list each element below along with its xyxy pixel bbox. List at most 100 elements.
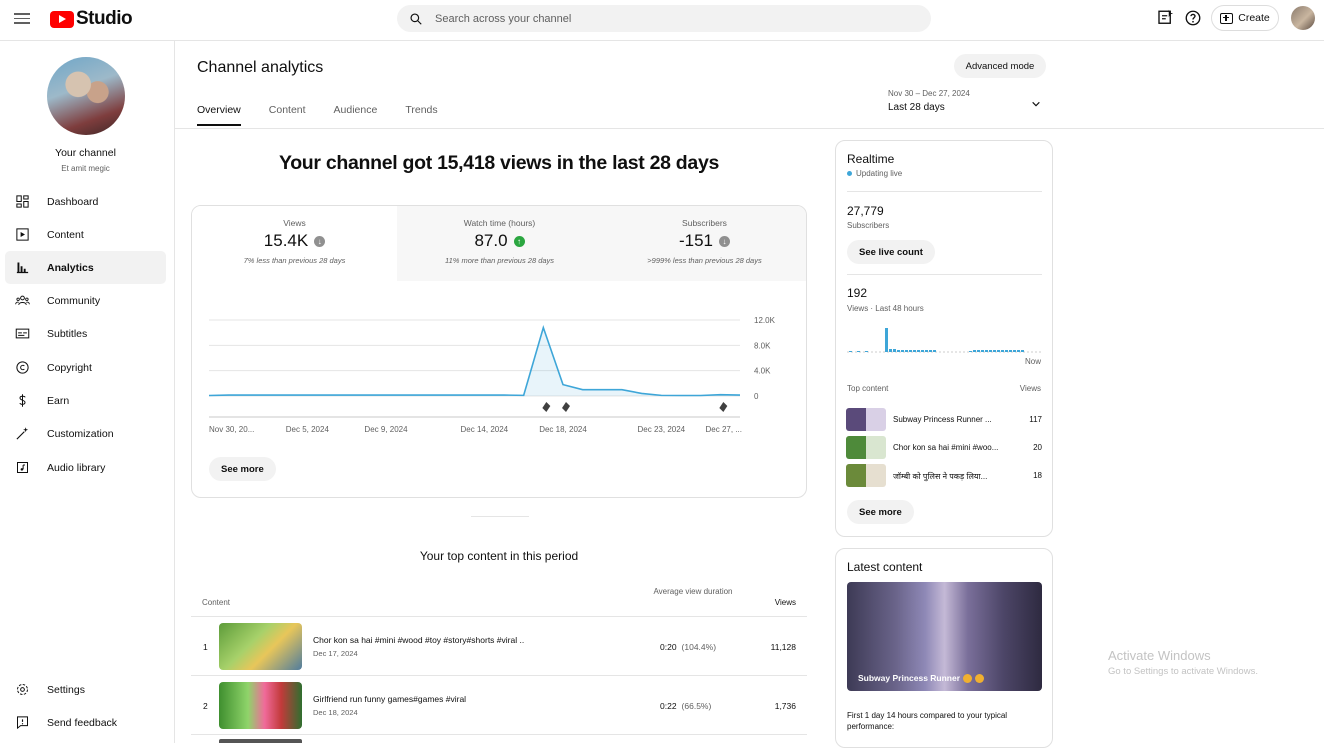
duration-percent: (66.5%) (681, 701, 712, 711)
realtime-bar[interactable] (981, 350, 984, 352)
realtime-bar[interactable] (993, 350, 996, 352)
tab-overview[interactable]: Overview (197, 104, 241, 126)
create-button[interactable]: Create (1211, 5, 1279, 31)
realtime-bar[interactable] (857, 351, 860, 352)
see-more-button[interactable]: See more (209, 457, 276, 481)
search-bar[interactable] (397, 5, 931, 32)
realtime-bar[interactable] (909, 350, 912, 352)
realtime-bar[interactable] (901, 350, 904, 352)
analytics-icon (16, 262, 29, 274)
video-title[interactable]: Girlfriend run funny games#games #viral (313, 694, 467, 704)
realtime-bar[interactable] (1005, 350, 1008, 352)
realtime-bar[interactable] (849, 351, 852, 352)
shorts-upload-icon[interactable] (562, 402, 570, 412)
shorts-upload-icon[interactable] (542, 402, 551, 412)
video-thumbnail[interactable] (219, 623, 302, 670)
realtime-bar[interactable] (917, 350, 920, 352)
menu-icon[interactable] (14, 10, 32, 28)
video-views: 20 (1033, 443, 1042, 452)
realtime-bar[interactable] (973, 350, 976, 352)
see-live-count-button[interactable]: See live count (847, 240, 935, 264)
realtime-bar[interactable] (969, 351, 972, 352)
realtime-bar[interactable] (889, 349, 892, 352)
realtime-bar[interactable] (1009, 350, 1012, 352)
list-item[interactable]: जॉम्बी को पुलिस ने पकड़ लिया... 18 (846, 464, 1042, 488)
account-avatar[interactable] (1291, 6, 1315, 30)
latest-video-thumbnail[interactable]: Subway Princess Runner (847, 582, 1042, 691)
realtime-bar[interactable] (1001, 350, 1004, 352)
sidebar-item-audio-library[interactable]: Audio library (5, 451, 166, 484)
realtime-bar[interactable] (1017, 350, 1020, 352)
realtime-bar[interactable] (865, 351, 868, 352)
realtime-bar[interactable] (985, 350, 988, 352)
sidebar-item-send-feedback[interactable]: Send feedback (5, 706, 166, 739)
sidebar-item-label: Analytics (47, 261, 94, 274)
video-date: Dec 18, 2024 (313, 708, 358, 717)
now-label: Now (1024, 357, 1041, 366)
realtime-bar[interactable] (977, 350, 980, 352)
realtime-bar[interactable] (897, 350, 900, 352)
sidebar-item-earn[interactable]: Earn (5, 384, 166, 417)
comments-icon[interactable] (1156, 9, 1174, 27)
video-date: Dec 17, 2024 (313, 649, 358, 658)
sidebar-item-content[interactable]: Content (5, 218, 166, 251)
realtime-bar[interactable] (913, 350, 916, 352)
realtime-bar[interactable] (893, 349, 896, 352)
sidebar-item-analytics[interactable]: Analytics (5, 251, 166, 284)
avg-duration-column-header[interactable]: Average view duration (653, 587, 733, 596)
see-more-button[interactable]: See more (847, 500, 914, 524)
realtime-bar[interactable] (1013, 350, 1016, 352)
help-icon[interactable] (1184, 9, 1202, 27)
shorts-upload-icon[interactable] (719, 402, 728, 412)
realtime-bar[interactable] (933, 350, 936, 352)
metric-label: Watch time (hours) (463, 218, 536, 228)
realtime-bar[interactable] (1021, 350, 1024, 352)
sidebar-item-customization[interactable]: Customization (5, 417, 166, 450)
realtime-bar[interactable] (929, 350, 932, 352)
tab-content[interactable]: Content (268, 104, 306, 116)
video-title[interactable]: Chor kon sa hai #mini #wood #toy #story#… (313, 635, 525, 645)
date-range-picker[interactable]: Nov 30 – Dec 27, 2024 Last 28 days (888, 89, 970, 113)
metric-views[interactable]: Views 15.4K ↓ 7% less than previous 28 da… (192, 206, 397, 281)
views-column-header[interactable]: Views (774, 598, 796, 607)
views-area (209, 327, 740, 396)
list-item[interactable]: Chor kon sa hai #mini #woo... 20 (846, 436, 1042, 460)
realtime-status-text: Updating live (856, 169, 903, 178)
tab-trends[interactable]: Trends (405, 104, 438, 116)
realtime-bar[interactable] (989, 350, 992, 352)
metric-value: 15.4K (263, 231, 309, 250)
studio-logo[interactable]: Studio (50, 8, 133, 30)
video-thumbnail[interactable] (219, 682, 302, 729)
subscriber-count: 27,779 (847, 204, 884, 218)
video-thumbnail[interactable] (219, 739, 302, 743)
search-input[interactable] (435, 12, 915, 25)
views-line-chart[interactable]: 0 4.0K 8.0K 12.0K Nov 30, 20... Dec 5, 2024 De… (192, 286, 806, 446)
metric-label: Views (283, 218, 306, 228)
sidebar-item-subtitles[interactable]: Subtitles (5, 317, 166, 350)
community-icon (15, 295, 30, 306)
table-row[interactable]: 1 Chor kon sa hai #mini #wood #toy #stor… (191, 617, 807, 676)
subscribers-label: Subscribers (847, 221, 890, 230)
views-series-line[interactable] (208, 324, 741, 397)
list-item[interactable]: Subway Princess Runner ... 117 (846, 408, 1042, 432)
sidebar-item-dashboard[interactable]: Dashboard (5, 185, 166, 218)
chevron-down-icon[interactable] (1031, 99, 1041, 109)
realtime-bar[interactable] (885, 328, 888, 352)
realtime-bar[interactable] (925, 350, 928, 352)
realtime-bar[interactable] (921, 350, 924, 352)
video-thumbnail (846, 408, 886, 431)
sidebar-item-label: Earn (47, 394, 70, 407)
realtime-bar[interactable] (905, 350, 908, 352)
audio-library-icon (17, 462, 28, 473)
realtime-views-bar-chart[interactable] (847, 321, 1042, 354)
sidebar-item-community[interactable]: Community (5, 284, 166, 317)
metric-watch-time[interactable]: Watch time (hours) 87.0 ↑ 11% more than p… (397, 206, 602, 281)
sidebar-item-copyright[interactable]: Copyright (5, 351, 166, 384)
realtime-bar[interactable] (997, 350, 1000, 352)
table-row[interactable]: 2 Girlfriend run funny games#games #vira… (191, 676, 807, 735)
tab-audience[interactable]: Audience (333, 104, 378, 116)
sidebar-item-settings[interactable]: Settings (5, 673, 166, 706)
advanced-mode-button[interactable]: Advanced mode (954, 54, 1046, 78)
channel-avatar[interactable] (47, 57, 125, 135)
metric-subscribers[interactable]: Subscribers -151 ↓ >999% less than previo… (602, 206, 806, 281)
